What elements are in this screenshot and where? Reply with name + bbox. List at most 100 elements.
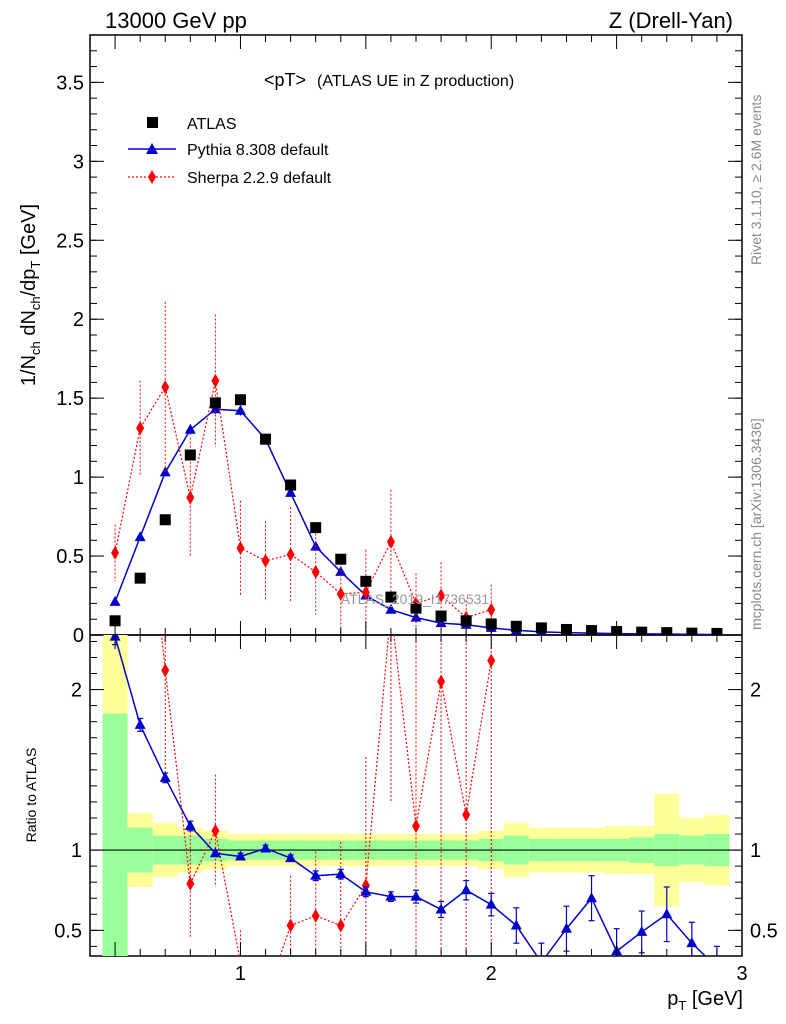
pythia-ratio-point [510, 919, 522, 930]
pythia-ratio-point [335, 868, 347, 879]
sherpa-point [211, 373, 220, 388]
sherpa-ratio-point [336, 918, 345, 933]
sherpa-point [437, 588, 446, 603]
pythia-ratio-point [686, 937, 698, 948]
legend-marker-pythia [146, 143, 158, 154]
analysis-watermark: ATLAS_2019_I1736531 [341, 591, 490, 607]
main-ylabel: 1/Nch dNch/dpT [GeV] [18, 204, 43, 386]
atlas-point [234, 394, 246, 406]
sherpa-point [161, 380, 170, 395]
ratio-ytick-label-right: 0.5 [750, 920, 778, 942]
atlas-point [510, 620, 522, 632]
legend-label-sherpa: Sherpa 2.2.9 default [187, 170, 332, 187]
sherpa-point [386, 534, 395, 549]
ratio-xtick-label: 1 [235, 963, 246, 985]
sherpa-ratio-point [111, 73, 119, 87]
legend: ATLAS Pythia 8.308 default Sherpa 2.2.9 … [128, 116, 332, 187]
pythia-ratio-point [134, 718, 146, 729]
pythia-ratio-point [661, 908, 673, 919]
pythia-ratio-point [310, 869, 322, 880]
atlas-point [435, 610, 447, 622]
legend-marker-sherpa [148, 170, 156, 184]
atlas-point [460, 615, 472, 627]
atlas-point [360, 575, 372, 587]
sherpa-ratio-point [462, 807, 471, 822]
main-ytick-label: 1.5 [56, 388, 84, 410]
sherpa-ratio-point [437, 674, 446, 689]
pythia-point [184, 423, 196, 434]
atlas-point [134, 572, 146, 584]
atlas-point [310, 522, 322, 534]
pythia-ratio-point [184, 819, 196, 830]
ratio-xlabel: pT [GeV] [667, 988, 743, 1013]
plot-title: <pT> (ATLAS UE in Z production) [264, 70, 514, 90]
atlas-point [410, 602, 422, 614]
atlas-point [260, 433, 272, 445]
pythia-ratio-point [285, 852, 297, 863]
sherpa-ratio-point [286, 918, 295, 933]
sherpa-point [111, 545, 120, 560]
sherpa-line [114, 380, 492, 619]
ratio-band-green [102, 713, 128, 956]
sherpa-point [487, 602, 496, 617]
pythia-ratio-point [711, 961, 722, 971]
atlas-point [184, 449, 196, 461]
sherpa-ratio-point [487, 653, 496, 668]
header-right: Z (Drell-Yan) [609, 8, 733, 33]
atlas-point [385, 591, 397, 603]
ratio-ylabel: Ratio to ATLAS [23, 748, 39, 843]
plot-title-main: <pT> [264, 70, 306, 90]
pythia-point [134, 531, 146, 542]
ratio-xtick-label: 2 [486, 963, 497, 985]
sherpa-point [336, 586, 345, 601]
ratio-ytick-label: 2 [71, 680, 82, 702]
mcplots-label: mcplots.cern.ch [arXiv:1306.3436] [748, 418, 764, 630]
pythia-ratio-point [234, 850, 246, 861]
axes-layer: 00.511.522.533.51 2 30.5 0.51 12 2 [54, 34, 778, 985]
rivet-label: Rivet 3.1.10, ≥ 2.6M events [748, 95, 764, 265]
pythia-ratio-point [586, 892, 598, 903]
sherpa-point [136, 421, 145, 436]
atlas-point [535, 622, 547, 634]
sherpa-ratio-point [361, 878, 370, 893]
atlas-point [109, 615, 121, 627]
pythia-ratio-point [460, 884, 472, 895]
sherpa-point [236, 541, 245, 556]
sherpa-ratio-point [412, 818, 420, 833]
plot-title-sub: (ATLAS UE in Z production) [317, 73, 514, 90]
pythia-ratio-point [260, 842, 272, 853]
ratio-ytick-label-right: 1 [750, 840, 761, 862]
sherpa-ratio-point [186, 876, 195, 891]
legend-marker-atlas [147, 117, 158, 128]
pythia-ratio-point [159, 771, 171, 782]
pythia-ratio-point [636, 925, 648, 936]
ratio-ytick-label-right: 2 [750, 680, 761, 702]
atlas-point [335, 553, 347, 565]
main-ytick-label: 0 [73, 625, 84, 647]
main-ytick-label: 1 [73, 467, 84, 489]
sherpa-point [361, 585, 370, 600]
sherpa-point [261, 553, 270, 568]
ratio-xtick-label: 3 [736, 963, 747, 985]
main-ytick-label: 2 [73, 309, 84, 331]
legend-label-pythia: Pythia 8.308 default [187, 142, 329, 159]
sherpa-point [311, 564, 320, 579]
sherpa-ratio-point [161, 663, 170, 678]
ratio-ytick-label: 0.5 [54, 920, 82, 942]
header-left: 13000 GeV pp [105, 8, 247, 33]
atlas-point [209, 397, 221, 409]
pythia-ratio-point [209, 847, 221, 858]
pythia-ratio-point [536, 956, 547, 966]
pythia-ratio-point [435, 903, 447, 914]
atlas-point [159, 514, 171, 526]
sherpa-ratio-point [211, 823, 220, 838]
pythia-point [109, 595, 121, 606]
sherpa-ratio-point [311, 908, 320, 923]
sherpa-point [186, 490, 195, 505]
pythia-ratio-point [485, 898, 497, 909]
pythia-ratio-point [385, 890, 397, 901]
sherpa-ratio-line [160, 635, 492, 956]
pythia-ratio-point [410, 890, 422, 901]
main-plot-layer [109, 301, 723, 635]
